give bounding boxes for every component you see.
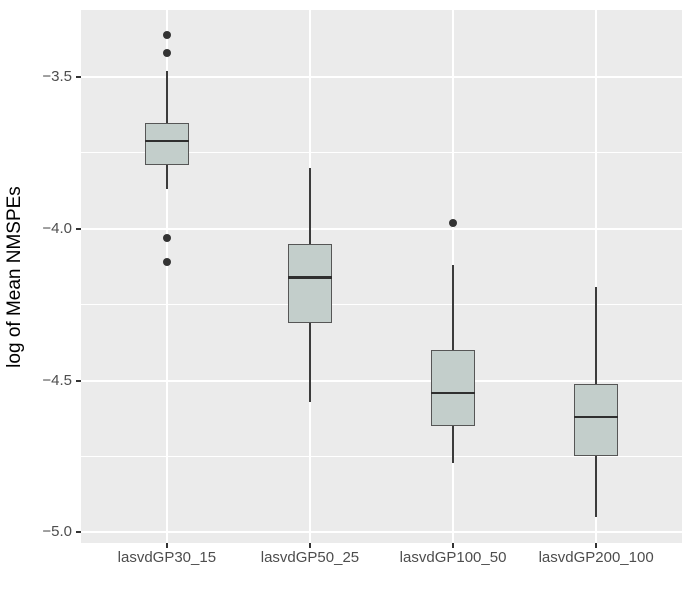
outlier-point (162, 233, 171, 242)
boxplot-box (287, 244, 332, 323)
y-tick-mark (76, 531, 81, 534)
boxplot-median (287, 276, 332, 279)
gridline-y-major (81, 227, 682, 230)
y-tick-label: −3.5 (42, 68, 72, 86)
outlier-point (449, 218, 458, 227)
x-tick-mark (308, 543, 311, 548)
y-tick-label: −4.0 (42, 219, 72, 237)
gridline-x-major (595, 10, 598, 543)
gridline-y-minor (81, 455, 682, 457)
x-tick-mark (165, 543, 168, 548)
boxplot-median (431, 391, 476, 394)
gridline-y-major (81, 379, 682, 382)
x-tick-label: lasvdGP30_15 (117, 549, 217, 566)
boxplot-median (144, 139, 189, 143)
outlier-point (162, 48, 171, 57)
gridline-y-minor (81, 304, 682, 306)
outlier-point (162, 30, 171, 39)
outlier-point (162, 258, 171, 267)
x-tick-mark (595, 543, 598, 548)
boxplot-box (431, 350, 476, 427)
y-tick-mark (76, 76, 81, 79)
x-tick-label: lasvdGP50_25 (260, 549, 360, 566)
gridline-x-major (165, 10, 168, 543)
y-tick-mark (76, 227, 81, 230)
boxplot-median (574, 415, 619, 419)
plot-panel (81, 10, 682, 543)
boxplot-box (574, 383, 619, 457)
y-tick-label: −4.5 (42, 371, 72, 389)
x-tick-mark (452, 543, 455, 548)
x-tick-label: lasvdGP100_50 (399, 549, 507, 566)
y-tick-mark (76, 379, 81, 382)
gridline-y-major (81, 531, 682, 534)
gridline-y-major (81, 76, 682, 79)
gridline-y-minor (81, 152, 682, 154)
y-axis-title: log of Mean NMSPEs (4, 185, 25, 368)
boxplot-box (144, 122, 189, 166)
y-tick-label: −5.0 (42, 523, 72, 541)
x-tick-label: lasvdGP200_100 (538, 549, 654, 566)
